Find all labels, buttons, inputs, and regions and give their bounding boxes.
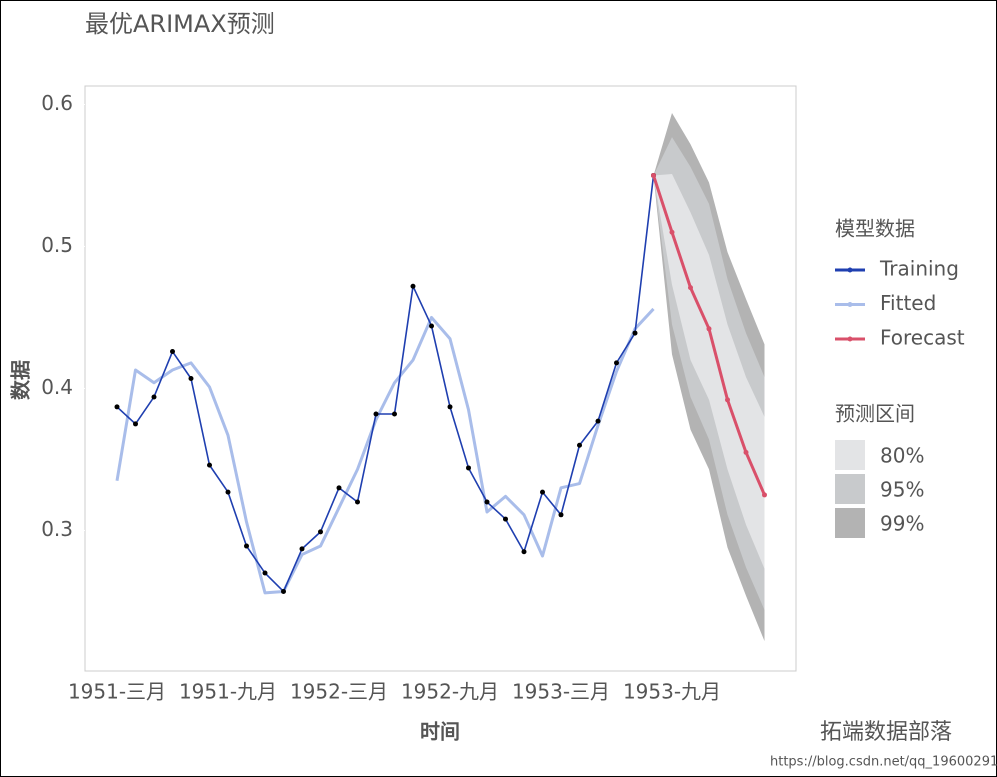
legend-swatch [835, 440, 865, 470]
y-axis-title: 数据 [9, 360, 33, 400]
data-point [484, 499, 490, 505]
x-tick-label: 1953-九月 [623, 680, 721, 704]
data-point [614, 360, 619, 366]
data-point [281, 588, 286, 594]
data-point [669, 229, 675, 235]
data-point [170, 349, 175, 355]
data-point [318, 529, 323, 535]
data-point [373, 411, 379, 417]
x-tick-label: 1951-三月 [68, 680, 166, 704]
legend-label: Training [879, 257, 959, 281]
x-axis-title: 时间 [420, 720, 460, 744]
data-point [207, 462, 212, 468]
plot-panel [84, 85, 797, 672]
x-tick-label: 1952-三月 [290, 680, 388, 704]
data-point [503, 516, 508, 522]
legend-title: 预测区间 [835, 402, 915, 426]
legend-swatch-point [847, 302, 853, 307]
chart-title: 最优ARIMAX预测 [85, 10, 275, 38]
data-point [336, 485, 342, 491]
data-point [521, 549, 527, 555]
watermark-url: https://blog.csdn.net/qq_19600291 [770, 755, 997, 770]
data-point [595, 418, 601, 424]
y-tick-label: 0.5 [41, 233, 73, 257]
watermark: 拓端数据部落 [820, 720, 952, 745]
data-point [466, 465, 471, 471]
data-point [355, 499, 360, 505]
data-point [688, 285, 693, 291]
x-tick-label: 1953-三月 [512, 680, 610, 704]
data-point [392, 411, 397, 417]
data-point [447, 404, 453, 410]
data-point [299, 546, 305, 552]
data-point [262, 570, 268, 576]
x-tick-label: 1952-九月 [401, 680, 499, 704]
data-point [225, 489, 231, 495]
legend-label: 99% [880, 512, 924, 536]
data-point [151, 394, 157, 400]
data-point [410, 283, 416, 289]
x-tick-label: 1951-九月 [179, 680, 277, 704]
y-tick-label: 0.3 [41, 517, 73, 541]
legend-title: 模型数据 [835, 217, 915, 241]
data-point [114, 404, 120, 410]
data-point [540, 489, 545, 495]
series-line [116, 175, 655, 593]
legend-swatch-point [847, 267, 853, 273]
data-point [706, 326, 712, 332]
series-line [115, 307, 655, 595]
data-point [558, 512, 564, 518]
data-point [429, 323, 434, 329]
data-point [632, 330, 638, 336]
legend-swatch-point [847, 336, 853, 342]
y-tick-label: 0.6 [41, 91, 73, 115]
data-point [762, 492, 767, 498]
legend-label: Forecast [880, 326, 965, 350]
data-point [133, 421, 138, 427]
data-point [577, 442, 582, 448]
legend-label: 95% [880, 478, 924, 502]
legend-label: Fitted [880, 291, 936, 315]
legend-label: 80% [880, 444, 924, 468]
data-point [725, 397, 730, 403]
data-point [651, 172, 656, 178]
data-point [244, 543, 249, 549]
data-point [188, 376, 194, 381]
data-point [743, 449, 749, 455]
legend-swatch [835, 508, 865, 538]
interval-band [653, 174, 765, 569]
legend-swatch [835, 474, 865, 504]
y-tick-label: 0.4 [41, 375, 73, 399]
